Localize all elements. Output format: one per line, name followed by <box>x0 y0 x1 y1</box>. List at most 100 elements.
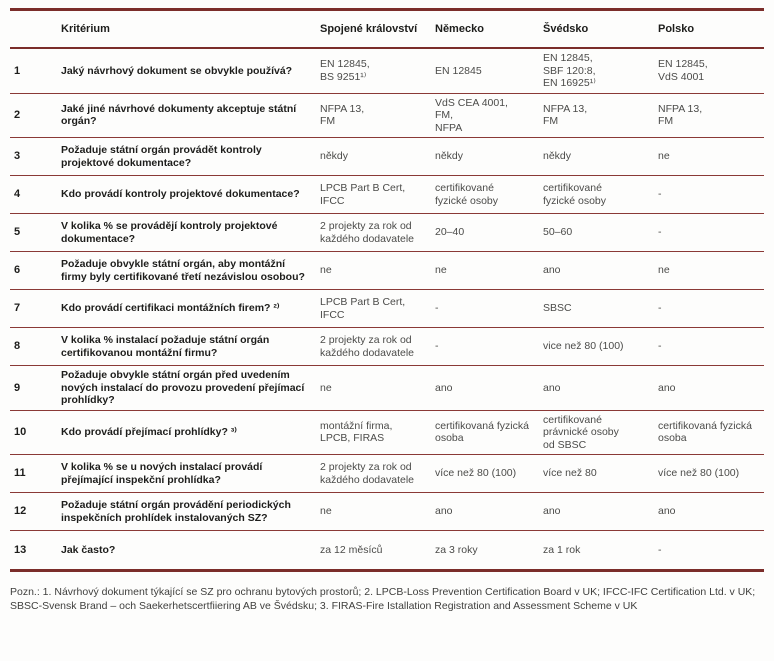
cell-uk: 2 projekty za rok od každého dodavatele <box>320 220 414 245</box>
cell-sweden: 50–60 <box>543 226 573 239</box>
cell-poland: ne <box>658 150 670 163</box>
table-row: 13 Jak často? za 12 měsíců za 3 roky za … <box>10 531 764 569</box>
cell-uk: 2 projekty za rok od každého dodavatele <box>320 334 414 359</box>
criterion-question: V kolika % se provádějí kontroly projekt… <box>61 220 278 245</box>
cell-germany: certifikované fyzické osoby <box>435 182 499 207</box>
criterion-question: Požaduje obvykle státní orgán před uvede… <box>61 369 305 406</box>
cell-uk: montážní firma, LPCB, FIRAS <box>320 419 393 445</box>
cell-poland: ano <box>658 381 676 394</box>
table-row: 3 Požaduje státní orgán provádět kontrol… <box>10 138 764 176</box>
table-row: 5 V kolika % se provádějí kontroly proje… <box>10 214 764 252</box>
cell-uk: někdy <box>320 150 349 163</box>
criterion-question: Jaký návrhový dokument se obvykle použív… <box>61 64 293 77</box>
row-number: 4 <box>14 188 21 201</box>
criterion-question: V kolika % instalací požaduje státní org… <box>61 334 270 359</box>
table-row: 10 Kdo provádí přejímací prohlídky? ³⁾ m… <box>10 411 764 455</box>
row-number: 12 <box>14 505 27 518</box>
row-number: 13 <box>14 543 27 556</box>
row-number: 3 <box>14 150 21 163</box>
row-number: 2 <box>14 109 21 121</box>
table-footnote: Pozn.: 1. Návrhový dokument týkající se … <box>10 586 756 612</box>
cell-poland: EN 12845, VdS 4001 <box>658 58 708 83</box>
row-number: 1 <box>14 64 21 77</box>
cell-germany: - <box>435 340 439 353</box>
cell-poland: - <box>658 188 662 201</box>
row-number: 8 <box>14 340 21 353</box>
cell-poland: - <box>658 543 662 556</box>
cell-poland: - <box>658 226 662 239</box>
cell-germany: 20–40 <box>435 226 465 239</box>
row-number: 11 <box>14 467 26 480</box>
row-number: 10 <box>14 426 27 438</box>
criterion-question: Kdo provádí certifikaci montážních firem… <box>61 302 280 315</box>
cell-poland: certifikovaná fyzická osoba <box>658 419 752 445</box>
cell-sweden: za 1 rok <box>543 543 581 556</box>
cell-sweden: EN 12845, SBF 120:8, EN 16925¹⁾ <box>543 52 596 89</box>
column-header-sweden: Švédsko <box>543 22 589 35</box>
row-number: 5 <box>14 226 21 239</box>
table-row: 11 V kolika % se u nových instalací prov… <box>10 455 764 493</box>
cell-uk: za 12 měsíců <box>320 543 383 556</box>
cell-sweden: ano <box>543 381 561 394</box>
cell-uk: LPCB Part B Cert, IFCC <box>320 182 406 207</box>
cell-sweden: NFPA 13, FM <box>543 102 588 128</box>
criterion-question: V kolika % se u nových instalací provádí… <box>61 461 263 486</box>
cell-sweden: někdy <box>543 150 572 163</box>
criterion-question: Kdo provádí kontroly projektové dokument… <box>61 188 300 201</box>
criterion-question: Jaké jiné návrhové dokumenty akceptuje s… <box>61 102 297 128</box>
cell-germany: více než 80 (100) <box>435 467 517 480</box>
criterion-question: Požaduje státní orgán provádět kontroly … <box>61 144 262 169</box>
table-row: 7 Kdo provádí certifikaci montážních fir… <box>10 290 764 328</box>
cell-germany: za 3 roky <box>435 543 478 556</box>
cell-uk: ne <box>320 264 332 277</box>
cell-germany: certifikovaná fyzická osoba <box>435 419 529 445</box>
criterion-question: Jak často? <box>61 543 116 556</box>
cell-germany: někdy <box>435 150 464 163</box>
cell-sweden: více než 80 <box>543 467 597 480</box>
column-header-uk: Spojené království <box>320 22 418 35</box>
cell-germany: ano <box>435 505 453 518</box>
cell-germany: - <box>435 302 439 315</box>
cell-uk: LPCB Part B Cert, IFCC <box>320 296 406 321</box>
cell-uk: EN 12845, BS 9251¹⁾ <box>320 58 370 83</box>
cell-poland: ne <box>658 264 670 277</box>
cell-poland: NFPA 13, FM <box>658 102 703 128</box>
column-header-germany: Německo <box>435 22 484 35</box>
cell-sweden: certifikované fyzické osoby <box>543 182 607 207</box>
cell-germany: ne <box>435 264 447 277</box>
criteria-table: Kritérium Spojené království Německo Švé… <box>10 8 764 572</box>
table-row: 9 Požaduje obvykle státní orgán před uve… <box>10 366 764 411</box>
cell-germany: VdS CEA 4001, FM, NFPA <box>435 96 508 134</box>
cell-sweden: certifikované právnické osoby od SBSC <box>543 413 619 451</box>
cell-sweden: ano <box>543 505 561 518</box>
column-header-poland: Polsko <box>658 22 695 35</box>
cell-poland: - <box>658 340 662 353</box>
criterion-question: Požaduje státní orgán provádění periodic… <box>61 499 291 524</box>
cell-uk: ne <box>320 505 332 518</box>
cell-uk: ne <box>320 381 332 394</box>
criterion-question: Požaduje obvykle státní orgán, aby montá… <box>61 258 305 283</box>
table-row: 12 Požaduje státní orgán provádění perio… <box>10 493 764 531</box>
table-row: 8 V kolika % instalací požaduje státní o… <box>10 328 764 366</box>
table-row: 1 Jaký návrhový dokument se obvykle použ… <box>10 49 764 94</box>
cell-poland: - <box>658 302 662 315</box>
row-number: 6 <box>14 264 21 277</box>
cell-poland: ano <box>658 505 676 518</box>
cell-sweden: vice než 80 (100) <box>543 340 624 353</box>
table-row: 4 Kdo provádí kontroly projektové dokume… <box>10 176 764 214</box>
cell-uk: 2 projekty za rok od každého dodavatele <box>320 461 414 486</box>
cell-poland: více než 80 (100) <box>658 467 740 480</box>
cell-sweden: SBSC <box>543 302 572 315</box>
cell-germany: ano <box>435 381 453 394</box>
table-header-row: Kritérium Spojené království Německo Švé… <box>10 11 764 49</box>
cell-sweden: ano <box>543 264 561 277</box>
table-row: 6 Požaduje obvykle státní orgán, aby mon… <box>10 252 764 290</box>
column-header-criterium: Kritérium <box>61 22 110 35</box>
cell-germany: EN 12845 <box>435 64 482 77</box>
criterion-question: Kdo provádí přejímací prohlídky? ³⁾ <box>61 426 237 438</box>
cell-uk: NFPA 13, FM <box>320 102 365 128</box>
table-row: 2 Jaké jiné návrhové dokumenty akceptuje… <box>10 94 764 138</box>
row-number: 7 <box>14 302 21 315</box>
row-number: 9 <box>14 381 21 394</box>
